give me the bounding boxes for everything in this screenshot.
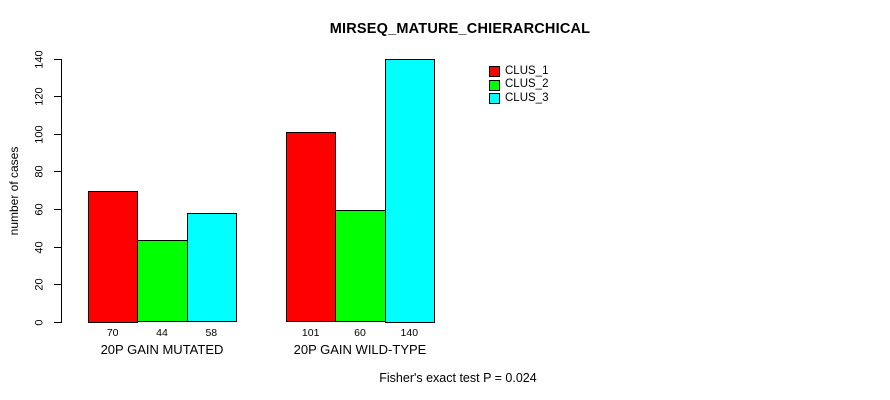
legend-item: CLUS_2 [489,78,548,91]
bar-value-label: 101 [301,327,320,339]
legend-label: CLUS_3 [505,91,549,104]
legend-item: CLUS_3 [489,92,548,105]
y-tick-label: 140 [33,49,46,69]
bar-clus_3-group1 [186,213,237,323]
bar-value-label: 70 [106,327,119,339]
legend-swatch-clus_2 [489,79,500,91]
bar-clus_2-group2 [335,209,386,323]
x-category-label: 20P GAIN MUTATED [100,342,224,357]
y-axis-line [61,59,62,323]
y-tick-mark [54,246,61,248]
legend-label: CLUS_1 [505,64,549,77]
y-tick-mark [54,133,61,135]
bar-clus_1-group1 [88,190,139,323]
legend-label: CLUS_2 [505,78,549,91]
legend-item: CLUS_1 [489,65,548,78]
bar-value-label: 60 [354,327,366,339]
y-tick-label: 100 [33,125,46,144]
bar-value-label: 44 [156,327,168,339]
legend-swatch-clus_3 [489,92,500,104]
y-tick-mark [54,209,61,211]
y-tick-label: 20 [33,278,46,291]
y-tick-mark [54,284,61,286]
y-tick-label: 40 [33,241,46,254]
y-axis-title: number of cases [7,146,21,236]
bar-clus_1-group2 [286,132,337,323]
legend-swatch-clus_1 [489,66,500,78]
y-tick-label: 120 [33,87,46,106]
footnote-text: Fisher's exact test P = 0.024 [379,371,537,385]
bar-value-label: 58 [205,327,218,339]
y-tick-mark [54,96,61,98]
bar-clus_3-group2 [384,59,435,323]
y-tick-label: 80 [33,165,46,179]
y-tick-label: 60 [33,203,46,216]
y-tick-label: 0 [33,319,46,326]
x-category-label: 20P GAIN WILD-TYPE [293,342,427,357]
chart-title: MIRSEQ_MATURE_CHIERARCHICAL [329,21,591,37]
bar-value-label: 140 [400,327,419,339]
y-tick-mark [54,171,61,173]
y-tick-mark [54,322,61,323]
legend: CLUS_1 CLUS_2 CLUS_3 [489,65,548,105]
bar-clus_2-group1 [137,239,188,323]
y-tick-mark [54,58,61,60]
